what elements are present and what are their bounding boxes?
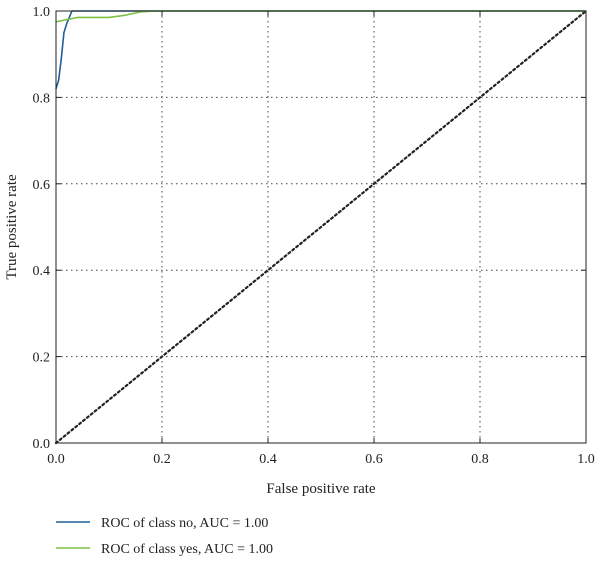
x-tick-label: 1.0 — [577, 452, 595, 467]
grid-lines — [56, 11, 586, 443]
legend: ROC of class no, AUC = 1.00 ROC of class … — [56, 516, 273, 557]
y-tick-label: 0.2 — [33, 351, 51, 366]
y-tick-label: 0.4 — [33, 264, 51, 279]
y-tick-label: 0.0 — [33, 437, 51, 452]
plot-frame — [55, 10, 587, 444]
series-lines — [54, 9, 588, 445]
x-tick-label: 0.8 — [471, 452, 489, 467]
y-axis-label: True positive rate — [4, 174, 20, 280]
y-tick-label: 0.8 — [33, 91, 51, 106]
y-tick-label: 0.6 — [33, 178, 51, 193]
x-tick-label: 0.2 — [153, 452, 171, 467]
chance-diagonal-line — [54, 9, 588, 445]
x-axis-label: False positive rate — [266, 481, 375, 497]
x-tick-label: 0.6 — [365, 452, 383, 467]
y-tick-label: 1.0 — [33, 5, 51, 20]
legend-label-0: ROC of class no, AUC = 1.00 — [101, 516, 268, 531]
roc-curve-series-1 — [55, 10, 586, 23]
x-tick-label: 0.4 — [259, 452, 277, 467]
axis-ticks: 0.0 0.2 0.4 0.6 0.8 1.0 0.0 0.2 0.4 0.6 0.8 1.0 — [33, 5, 595, 467]
legend-label-1: ROC of class yes, AUC = 1.00 — [101, 542, 273, 557]
x-tick-label: 0.0 — [47, 452, 65, 467]
